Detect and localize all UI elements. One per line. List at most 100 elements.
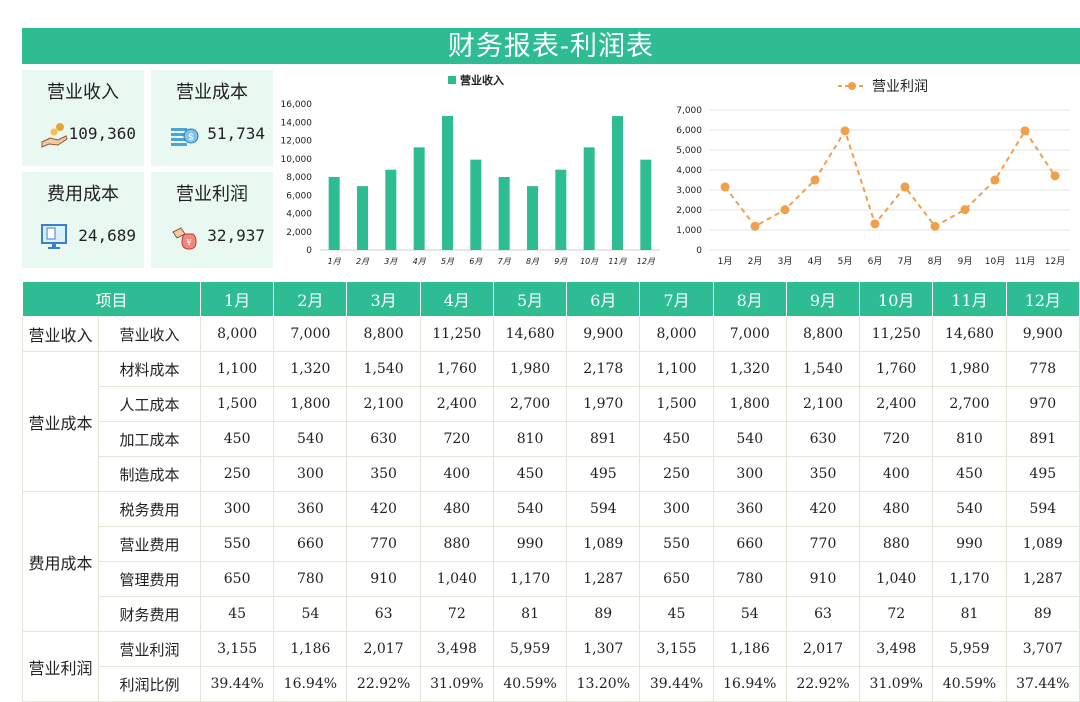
x-tick-label: 10月 [580, 257, 599, 266]
kpi-value: 51,734 [207, 124, 265, 143]
table-row: 营业收入 营业收入 8,000 7,000 8,800 11,250 14,680 9,900… [22, 316, 1080, 352]
x-tick-label: 11月 [608, 257, 627, 266]
table-cell: 2,178 [566, 351, 641, 387]
bar [385, 169, 397, 250]
table-cell: 2,400 [419, 386, 494, 422]
group-label: 营业利润 [22, 631, 99, 702]
table-row: 财务费用 45 54 63 72 81 89 45 54 63 72 81 89 [23, 596, 1080, 632]
y-tick-label: 5,000 [676, 146, 702, 156]
table-cell: 39.44% [200, 666, 275, 702]
x-tick-label: 5月 [838, 256, 853, 267]
y-tick-label: 6,000 [676, 126, 702, 136]
table-cell: 720 [859, 421, 934, 457]
table-cell: 650 [200, 561, 275, 597]
table-cell: 9,900 [1005, 316, 1080, 352]
kpi-card-profit: 营业利润 ¥ 32,937 [151, 172, 273, 268]
table-cell: 22.92% [785, 666, 861, 702]
table-cell: 880 [859, 526, 934, 562]
x-tick-label: 4月 [413, 257, 427, 266]
x-tick-label: 11月 [1015, 256, 1035, 267]
bar [583, 147, 595, 250]
table-cell: 1,500 [200, 386, 275, 422]
table-cell: 660 [712, 526, 787, 562]
table-cell: 31.09% [419, 666, 494, 702]
table-cell: 1,307 [566, 631, 641, 667]
table-cell: 594 [566, 491, 641, 527]
item-label: 财务费用 [97, 596, 202, 632]
table-header-row: 项目 1月 2月 3月 4月 5月 6月 7月 8月 9月 10月 11月 12月 [21, 281, 1080, 317]
table-cell: 2,017 [346, 631, 421, 667]
table-cell: 8,800 [346, 316, 421, 352]
table-row: 加工成本 450 540 630 720 810 891 450 540 630 720 810 891 [23, 421, 1080, 457]
x-tick-label: 7月 [498, 257, 512, 266]
x-tick-label: 9月 [554, 257, 568, 266]
table-cell: 630 [346, 421, 421, 457]
header-month: 7月 [639, 281, 714, 317]
table-cell: 81 [932, 596, 1007, 632]
table-cell: 63 [346, 596, 421, 632]
table-cell: 480 [419, 491, 494, 527]
item-label: 材料成本 [97, 351, 202, 387]
table-cell: 495 [566, 456, 641, 492]
table-cell: 1,540 [346, 351, 421, 387]
y-tick-label: 0 [696, 246, 702, 256]
table-cell: 1,100 [639, 351, 714, 387]
table-cell: 1,320 [712, 351, 787, 387]
x-tick-label: 2月 [356, 257, 370, 266]
hand-coins-icon [41, 123, 68, 148]
table-cell: 770 [785, 526, 861, 562]
table-cell: 37.44% [1005, 666, 1080, 702]
table-cell: 450 [932, 456, 1007, 492]
table-cell: 891 [1005, 421, 1080, 457]
table-cell: 8,000 [639, 316, 714, 352]
y-tick-label: 8,000 [286, 173, 312, 183]
table-cell: 1,980 [932, 351, 1007, 387]
bar [442, 116, 453, 250]
table-cell: 400 [859, 456, 934, 492]
y-tick-label: 12,000 [281, 137, 313, 147]
table-cell: 3,155 [639, 631, 714, 667]
x-tick-label: 12月 [1045, 256, 1065, 267]
group-label: 费用成本 [22, 491, 99, 632]
table-cell: 45 [200, 596, 275, 632]
header-month: 8月 [712, 281, 787, 317]
x-tick-label: 10月 [985, 256, 1005, 267]
header-month: 10月 [859, 281, 934, 317]
table-cell: 780 [712, 561, 787, 597]
table-row: 利润比例 39.44% 16.94% 22.92% 31.09% 40.59% 13.20%… [23, 666, 1080, 702]
table-cell: 9,900 [566, 316, 641, 352]
table-cell: 11,250 [419, 316, 494, 352]
table-row: 营业利润 营业利润 3,155 1,186 2,017 3,498 5,959 1,307 3,… [22, 631, 1080, 702]
table-cell: 1,760 [419, 351, 494, 387]
table-cell: 910 [785, 561, 861, 597]
bar [612, 116, 623, 250]
bar [357, 186, 368, 250]
item-label: 利润比例 [97, 666, 202, 702]
table-cell: 1,800 [273, 386, 348, 422]
table-cell: 2,400 [859, 386, 934, 422]
x-tick-label: 8月 [526, 257, 540, 266]
table-cell: 1,760 [859, 351, 934, 387]
x-tick-label: 9月 [958, 256, 973, 267]
table-cell: 360 [712, 491, 787, 527]
data-point [780, 205, 790, 215]
table-row: 费用成本 税务费用 300 360 420 480 540 594 300 360 420 480 54… [22, 491, 1080, 632]
table-cell: 450 [639, 421, 714, 457]
x-tick-label: 6月 [469, 257, 483, 266]
data-point [930, 221, 940, 231]
table-cell: 22.92% [346, 666, 421, 702]
data-point [900, 182, 910, 192]
table-row: 人工成本 1,500 1,800 2,100 2,400 2,700 1,970 1,500 1… [23, 386, 1080, 422]
y-tick-label: 7,000 [676, 106, 702, 116]
table-cell: 420 [785, 491, 861, 527]
table-cell: 16.94% [273, 666, 348, 702]
data-point [720, 182, 730, 192]
data-point [750, 221, 760, 231]
table-cell: 81 [492, 596, 568, 632]
table-cell: 2,100 [346, 386, 421, 422]
kpi-label: 营业收入 [47, 82, 119, 103]
y-tick-label: 0 [306, 246, 312, 256]
y-tick-label: 2,000 [676, 206, 702, 216]
table-cell: 72 [419, 596, 494, 632]
table-cell: 1,540 [785, 351, 861, 387]
